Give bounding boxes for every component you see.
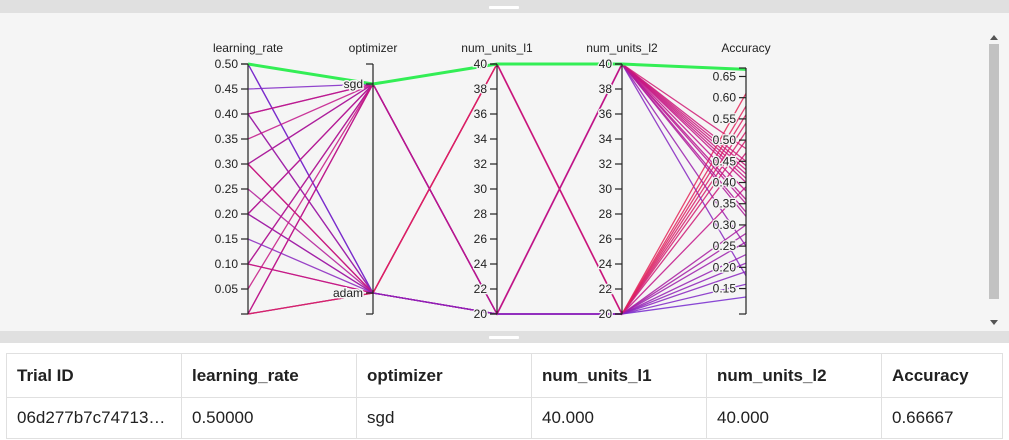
trials-table-pane: Trial ID learning_rate optimizer num_uni…: [0, 343, 1009, 440]
axis-num-units-l1[interactable]: num_units_l1 20 22 24 26 28 30 32 34 36 38 40: [461, 41, 533, 322]
tick-label: 38: [474, 82, 488, 96]
scroll-thumb[interactable]: [989, 44, 999, 299]
tick-label: 24: [474, 257, 488, 271]
trials-table: Trial ID learning_rate optimizer num_uni…: [6, 353, 1003, 439]
tick-label: 0.35: [215, 132, 239, 146]
tick-label: 40: [474, 57, 488, 71]
tick-label: 0.20: [713, 260, 737, 274]
tick-label: 24: [599, 257, 613, 271]
cell-optimizer: sgd: [356, 397, 532, 439]
tick-label: 22: [474, 282, 488, 296]
cell-num-units-l2: 40.000: [706, 397, 882, 439]
chart-pane: learning_rate 0.05 0.10 0.15 0.20 0.25 0.30 0.3…: [0, 13, 1009, 331]
header-learning-rate[interactable]: learning_rate: [181, 353, 357, 398]
cell-num-units-l1: 40.000: [531, 397, 707, 439]
tick-label: 0.25: [713, 239, 737, 253]
header-num-units-l1[interactable]: num_units_l1: [531, 353, 707, 398]
tick-label: 26: [599, 232, 613, 246]
tick-label: 36: [474, 107, 488, 121]
tick-label: 0.35: [713, 197, 737, 211]
tick-label: 36: [599, 107, 613, 121]
axis-num-units-l2[interactable]: num_units_l2 20 22 24 26 28 30 32 34 36 38 40: [586, 41, 658, 322]
axis-learning-rate[interactable]: learning_rate 0.05 0.10 0.15 0.20 0.25 0.30 0.3…: [213, 41, 283, 315]
cell-learning-rate: 0.50000: [181, 397, 357, 439]
tick-label: 30: [474, 182, 488, 196]
axis-title: optimizer: [349, 41, 398, 55]
tick-label: 0.25: [215, 182, 239, 196]
tick-label: 0.45: [215, 82, 239, 96]
header-num-units-l2[interactable]: num_units_l2: [706, 353, 882, 398]
tick-label: 38: [599, 82, 613, 96]
header-optimizer[interactable]: optimizer: [356, 353, 532, 398]
table-row[interactable]: 06d277b7c74713… 0.50000 sgd 40.000 40.00…: [6, 397, 1003, 439]
tick-label: 28: [474, 207, 488, 221]
parallel-coordinates-chart[interactable]: learning_rate 0.05 0.10 0.15 0.20 0.25 0.30 0.3…: [0, 13, 1009, 331]
tick-label: 0.15: [713, 282, 737, 296]
cell-trial-id: 06d277b7c74713…: [6, 397, 182, 439]
tick-label: 32: [599, 157, 613, 171]
grip-icon: [489, 6, 519, 9]
tick-label: 0.40: [713, 176, 737, 190]
top-resize-handle[interactable]: [0, 0, 1009, 13]
tick-label: 40: [599, 57, 613, 71]
scroll-up-icon[interactable]: [990, 35, 998, 40]
tick-label: 32: [474, 157, 488, 171]
grip-icon: [489, 336, 519, 339]
middle-resize-handle[interactable]: [0, 331, 1009, 343]
tick-label: 0.60: [713, 91, 737, 105]
tick-label: sgd: [344, 77, 363, 91]
tick-label: 26: [474, 232, 488, 246]
tick-label: 0.65: [713, 69, 737, 83]
axis-title: num_units_l2: [586, 41, 658, 55]
axis-title: num_units_l1: [461, 41, 533, 55]
tick-label: 34: [474, 132, 488, 146]
tick-label: 0.55: [713, 112, 737, 126]
tick-label: 34: [599, 132, 613, 146]
scroll-down-icon[interactable]: [990, 320, 998, 325]
tick-label: 0.05: [215, 282, 239, 296]
axis-title: learning_rate: [213, 41, 283, 55]
tick-label: 0.45: [713, 154, 737, 168]
chart-scrollbar[interactable]: [986, 31, 1002, 326]
cell-accuracy: 0.66667: [881, 397, 1003, 439]
axis-optimizer[interactable]: optimizer sgd adam: [331, 41, 398, 315]
axis-title: Accuracy: [721, 41, 770, 55]
tick-label: 0.10: [215, 257, 239, 271]
tick-label: 0.30: [215, 157, 239, 171]
header-accuracy[interactable]: Accuracy: [881, 353, 1003, 398]
tick-label: 22: [599, 282, 613, 296]
table-header-row: Trial ID learning_rate optimizer num_uni…: [6, 353, 1003, 398]
tick-label: 0.50: [215, 57, 239, 71]
axis-accuracy[interactable]: Accuracy 0.15 0.20 0.25 0.30 0.35 0.40 0.45 0.50…: [711, 41, 771, 315]
tick-label: 0.15: [215, 232, 239, 246]
tick-label: 0.40: [215, 107, 239, 121]
tick-label: 30: [599, 182, 613, 196]
tick-label: 0.20: [215, 207, 239, 221]
tick-label: 0.30: [713, 218, 737, 232]
tick-label: 0.50: [713, 133, 737, 147]
header-trial-id[interactable]: Trial ID: [6, 353, 182, 398]
tick-label: 20: [599, 307, 613, 321]
tick-label: 28: [599, 207, 613, 221]
tick-label: adam: [333, 286, 363, 300]
tick-label: 20: [474, 307, 488, 321]
